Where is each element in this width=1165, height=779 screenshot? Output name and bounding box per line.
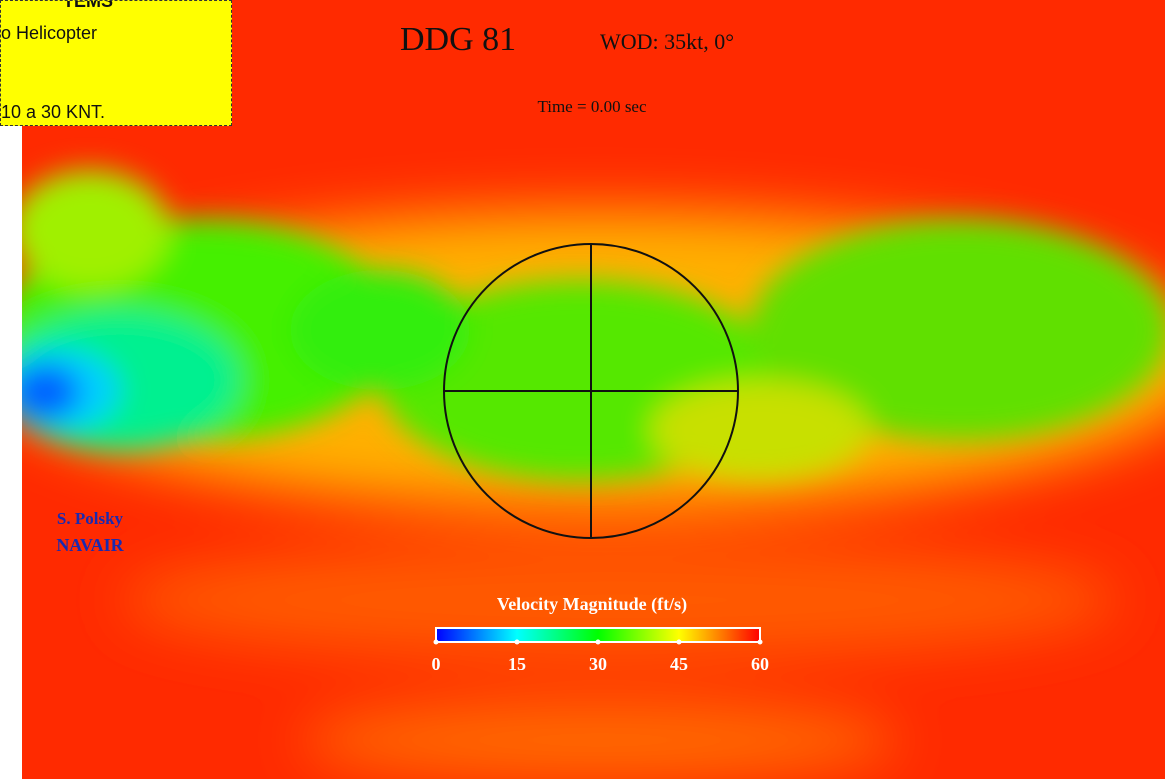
credit-org: NAVAIR bbox=[56, 535, 124, 555]
colorbar-tick-label: 60 bbox=[751, 654, 769, 674]
wind-over-deck: WOD: 35kt, 0° bbox=[600, 29, 734, 54]
colorbar-tick-label: 15 bbox=[508, 654, 526, 674]
credit-name: S. Polsky bbox=[57, 509, 124, 528]
time-label: Time = 0.00 sec bbox=[537, 97, 647, 116]
note-box: TEMS o Helicopter 10 a 30 KNT. bbox=[0, 0, 232, 126]
slide: DDG 81 WOD: 35kt, 0° Time = 0.00 sec S. … bbox=[0, 0, 1165, 779]
colorbar-tick-label: 0 bbox=[432, 654, 441, 674]
note-line: TEMS bbox=[63, 0, 113, 12]
colorbar-tick bbox=[596, 640, 601, 645]
note-line: 10 a 30 KNT. bbox=[1, 102, 105, 123]
colorbar-tick bbox=[758, 640, 763, 645]
title: DDG 81 bbox=[400, 21, 516, 58]
colorbar-tick bbox=[677, 640, 682, 645]
colorbar-tick bbox=[434, 640, 439, 645]
colorbar-title: Velocity Magnitude (ft/s) bbox=[497, 594, 687, 615]
colorbar-tick-label: 45 bbox=[670, 654, 688, 674]
colorbar-tick bbox=[515, 640, 520, 645]
note-line: o Helicopter bbox=[1, 23, 97, 44]
colorbar-tick-label: 30 bbox=[589, 654, 607, 674]
